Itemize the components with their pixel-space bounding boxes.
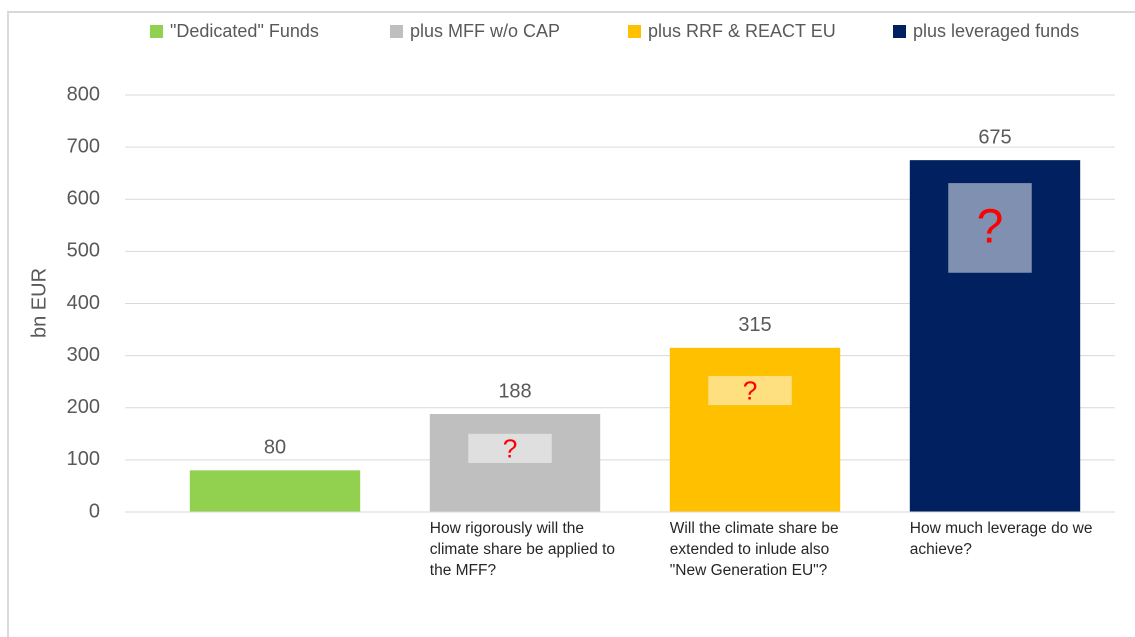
x-category: How much leverage do we achieve? xyxy=(909,520,1093,558)
y-tick-label: 300 xyxy=(67,344,100,366)
y-tick-label: 0 xyxy=(89,500,100,522)
x-tick-label: How much leverage do we achieve? xyxy=(909,520,1093,558)
uncertainty-mark: ? xyxy=(743,375,758,405)
y-tick-label: 500 xyxy=(67,240,100,262)
uncertainty-box xyxy=(708,375,792,406)
uncertainty-mark: ? xyxy=(977,201,1004,254)
legend-swatch xyxy=(150,25,163,38)
legend-swatch xyxy=(628,25,641,38)
y-tick-label: 600 xyxy=(67,188,100,210)
legend-label: "Dedicated" Funds xyxy=(170,21,319,41)
data-label: 188 xyxy=(498,380,531,402)
x-tick-label: How rigorously will the climate share be… xyxy=(429,520,616,579)
uncertainty-box xyxy=(468,433,552,464)
data-label: 675 xyxy=(978,126,1011,148)
y-axis-label: bn EUR xyxy=(28,268,50,338)
legend-label: plus MFF w/o CAP xyxy=(410,21,560,41)
data-label: 80 xyxy=(264,437,286,459)
bar xyxy=(189,470,361,512)
y-tick-label: 700 xyxy=(67,135,100,157)
y-tick-label: 100 xyxy=(67,448,100,470)
y-tick-label: 800 xyxy=(67,83,100,105)
x-category: Will the climate share be extended to in… xyxy=(669,520,839,579)
legend-swatch xyxy=(390,25,403,38)
x-tick-label: Will the climate share be extended to in… xyxy=(669,520,839,579)
legend-label: plus leveraged funds xyxy=(913,21,1079,41)
uncertainty-mark: ? xyxy=(503,433,518,463)
data-label: 315 xyxy=(738,314,771,336)
legend-label: plus RRF & REACT EU xyxy=(648,21,836,41)
legend-swatch xyxy=(893,25,906,38)
y-tick-label: 400 xyxy=(67,292,100,314)
bar xyxy=(669,347,841,512)
frame xyxy=(7,11,1135,637)
x-category: How rigorously will the climate share be… xyxy=(429,520,616,579)
uncertainty-box xyxy=(948,183,1032,273)
y-tick-label: 200 xyxy=(67,396,100,418)
